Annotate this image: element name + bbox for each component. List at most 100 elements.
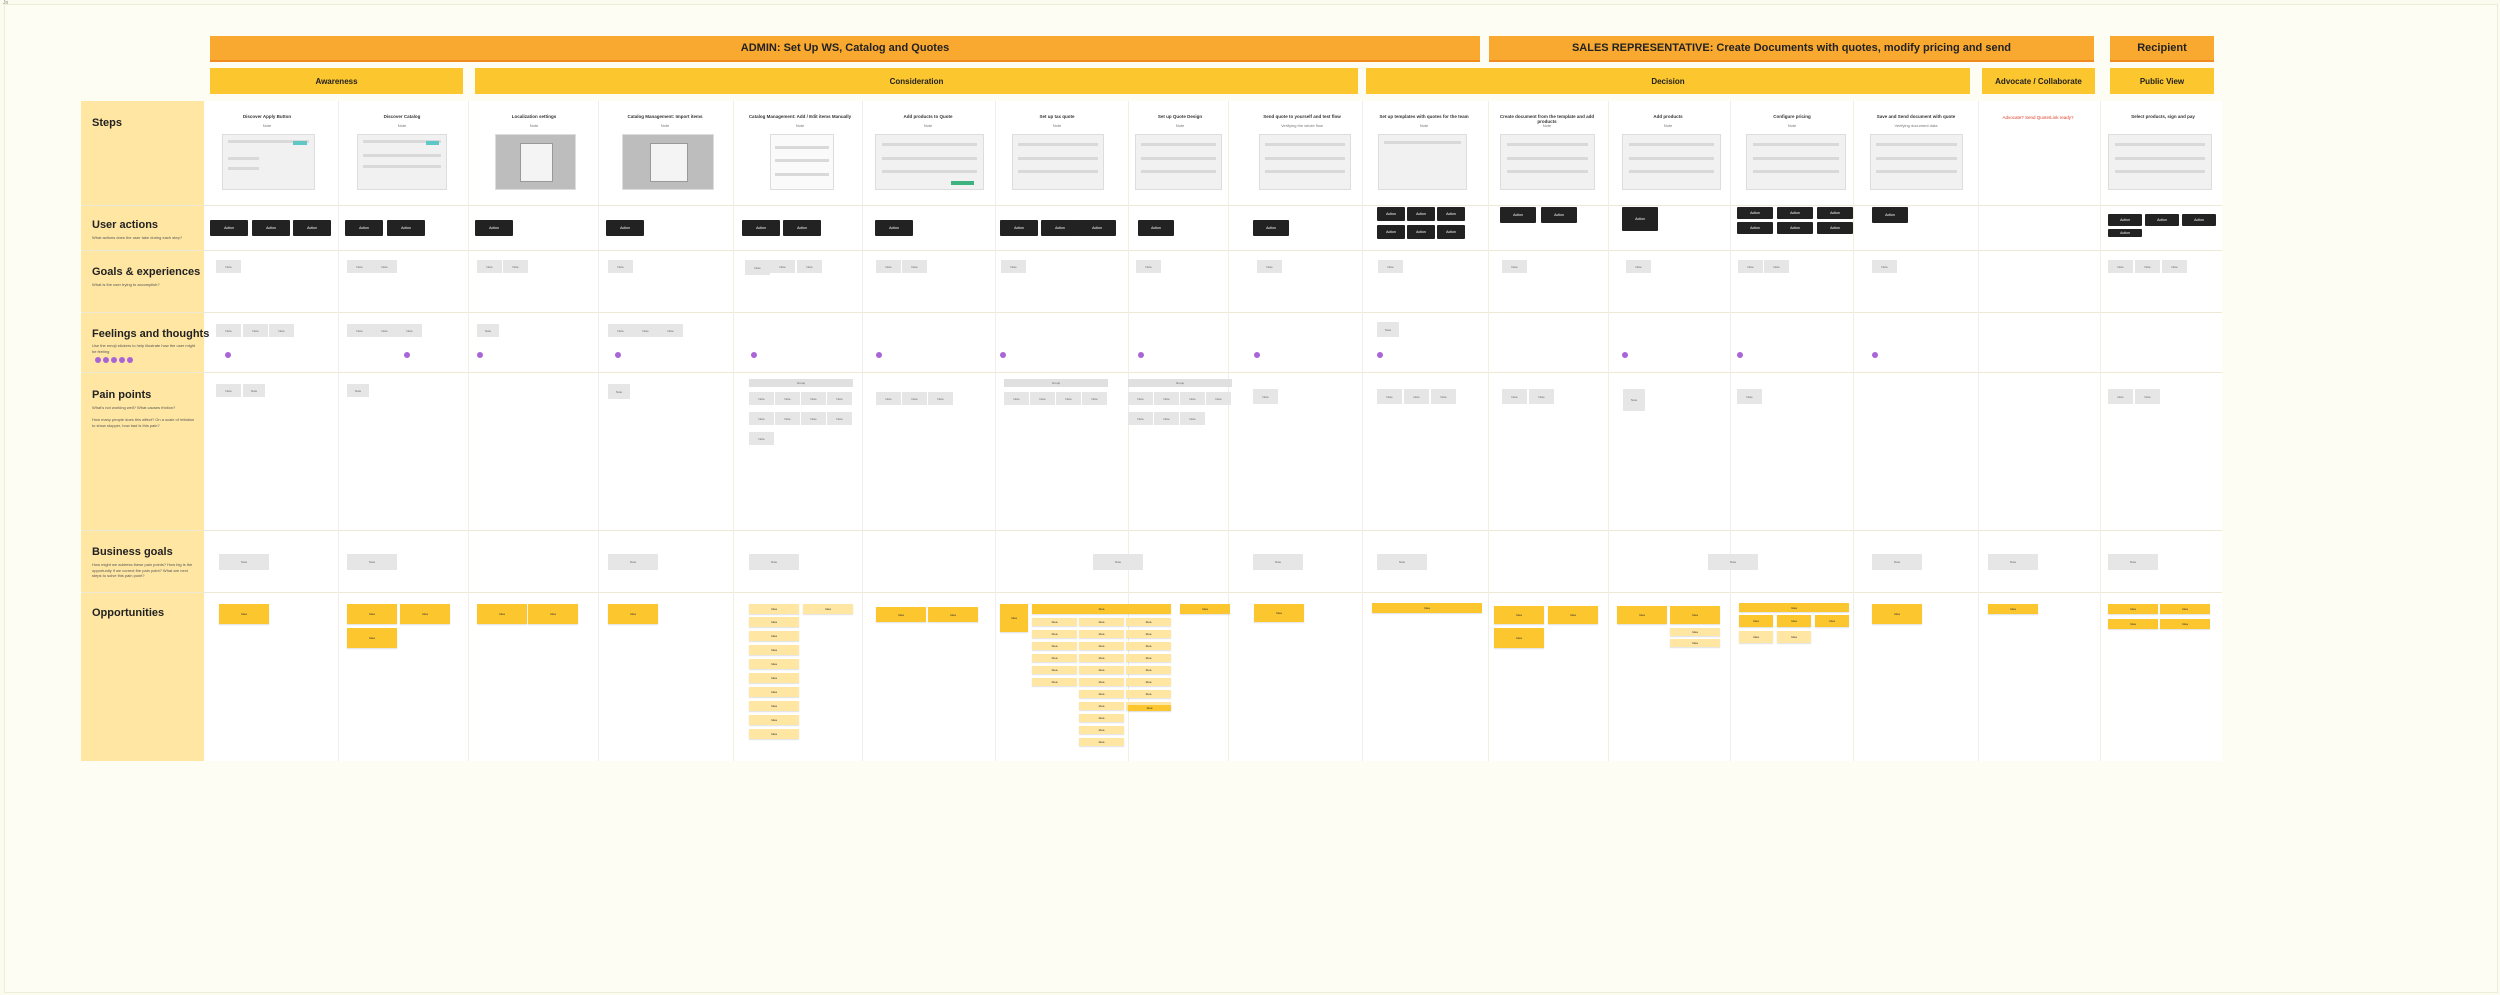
pain-note[interactable]: Note [608,384,630,399]
user-action-card[interactable]: Action [742,220,780,236]
step-screenshot[interactable] [1746,134,1846,190]
pain-note[interactable]: Note [801,412,826,425]
user-action-card[interactable]: Action [1500,207,1536,223]
pain-note[interactable]: Note [1180,392,1205,405]
pain-note[interactable]: Note [749,392,774,405]
pain-note[interactable]: Note [1206,392,1231,405]
opportunity-sticky[interactable]: Idea [1032,666,1077,674]
opportunity-sticky[interactable]: Idea [400,604,450,624]
user-action-card[interactable]: Action [1437,225,1465,239]
opportunity-sticky[interactable]: Idea [1128,705,1171,711]
pain-note[interactable]: Note [1030,392,1055,405]
feeling-note[interactable]: Note [216,324,241,337]
user-action-card[interactable]: Action [2145,214,2179,226]
goal-note[interactable]: Note [1872,260,1897,273]
pain-note[interactable]: Note [749,432,774,445]
user-action-card[interactable]: Action [210,220,248,236]
opportunity-sticky[interactable]: Idea [347,604,397,624]
goal-note[interactable]: Note [216,260,241,273]
pain-note[interactable]: Note [928,392,953,405]
opportunity-sticky[interactable]: Idea [1670,639,1720,647]
pain-note[interactable]: Note [775,392,800,405]
opportunity-sticky[interactable]: Idea [1548,606,1598,624]
user-action-card[interactable]: Action [1737,207,1773,219]
feeling-note[interactable]: Note [658,324,683,337]
opportunity-sticky[interactable]: Idea [1079,666,1124,674]
pain-note[interactable]: Note [1529,389,1554,404]
business-goal-note[interactable]: Note [1708,554,1758,570]
opportunity-sticky[interactable]: Idea [1126,690,1171,698]
step-screenshot[interactable] [770,134,834,190]
opportunity-sticky[interactable]: Idea [1617,606,1667,624]
step-screenshot[interactable] [2108,134,2212,190]
user-action-card[interactable]: Action [1777,207,1813,219]
user-action-card[interactable]: Action [1541,207,1577,223]
step-screenshot[interactable] [622,134,714,190]
user-action-card[interactable]: Action [387,220,425,236]
goal-note[interactable]: Note [2135,260,2160,273]
emoji-sticker-icon[interactable] [1138,352,1144,358]
pain-note[interactable]: Note [801,392,826,405]
user-action-card[interactable]: Action [1437,207,1465,221]
business-goal-note[interactable]: Note [1377,554,1427,570]
goal-note[interactable]: Note [1378,260,1403,273]
pain-note[interactable]: Note [1431,389,1456,404]
user-action-card[interactable]: Action [1622,207,1658,231]
emoji-sticker-icon[interactable] [1872,352,1878,358]
business-goal-note[interactable]: Note [1988,554,2038,570]
opportunity-sticky[interactable]: Idea [1494,628,1544,648]
step-screenshot[interactable] [222,134,315,190]
opportunity-sticky[interactable]: Idea [1126,654,1171,662]
emoji-sticker-icon[interactable] [1737,352,1743,358]
pain-note[interactable]: Note [1377,389,1402,404]
goal-note[interactable]: Note [503,260,528,273]
pain-note[interactable]: Note [827,412,852,425]
goal-note[interactable]: Note [2162,260,2187,273]
step-screenshot[interactable] [1870,134,1963,190]
goal-note[interactable]: Note [608,260,633,273]
opportunity-sticky[interactable]: Idea [928,607,978,622]
opportunity-sticky[interactable]: Idea [2160,604,2210,614]
pain-note[interactable]: Note [1128,392,1153,405]
user-action-card[interactable]: Action [1817,222,1853,234]
opportunity-sticky[interactable]: Idea [749,631,799,641]
step-screenshot[interactable] [1135,134,1222,190]
opportunity-sticky[interactable]: Idea [1032,630,1077,638]
emoji-sticker-icon[interactable] [477,352,483,358]
emoji-sticker-icon[interactable] [615,352,621,358]
pain-note[interactable]: Note [243,384,265,397]
opportunity-sticky[interactable]: Idea [749,729,799,739]
opportunity-sticky[interactable]: Idea [1777,631,1811,643]
user-action-card[interactable]: Action [293,220,331,236]
feeling-note[interactable]: Note [347,324,372,337]
opportunity-sticky[interactable]: Idea [1079,726,1124,734]
business-goal-note[interactable]: Note [1093,554,1143,570]
opportunity-sticky[interactable]: Idea [1079,678,1124,686]
user-action-card[interactable]: Action [345,220,383,236]
emoji-sticker-icon[interactable] [751,352,757,358]
opportunity-sticky[interactable]: Idea [1777,615,1811,627]
opportunity-sticky[interactable]: Idea [749,673,799,683]
user-action-card[interactable]: Action [1377,207,1405,221]
pain-note[interactable]: Note [1180,412,1205,425]
goal-note[interactable]: Note [770,260,795,273]
opportunity-sticky[interactable]: Idea [1494,606,1544,624]
emoji-sticker-icon[interactable] [1254,352,1260,358]
user-action-card[interactable]: Action [1872,207,1908,223]
opportunity-sticky[interactable]: Idea [1372,603,1482,613]
user-action-card[interactable]: Action [2182,214,2216,226]
pain-note[interactable]: Note [2135,389,2160,404]
opportunity-sticky[interactable]: Idea [1126,678,1171,686]
opportunity-sticky[interactable]: Idea [1872,604,1922,624]
opportunity-sticky[interactable]: Idea [347,628,397,648]
step-screenshot[interactable] [357,134,447,190]
opportunity-sticky[interactable]: Idea [749,659,799,669]
pain-note[interactable]: Note [775,412,800,425]
opportunity-sticky[interactable]: Idea [1032,642,1077,650]
pain-note[interactable]: Note [1004,392,1029,405]
step-screenshot[interactable] [1012,134,1104,190]
opportunity-sticky[interactable]: Idea [749,715,799,725]
emoji-sticker-icon[interactable] [404,352,410,358]
user-action-card[interactable]: Action [1000,220,1038,236]
goal-note[interactable]: Note [876,260,901,273]
